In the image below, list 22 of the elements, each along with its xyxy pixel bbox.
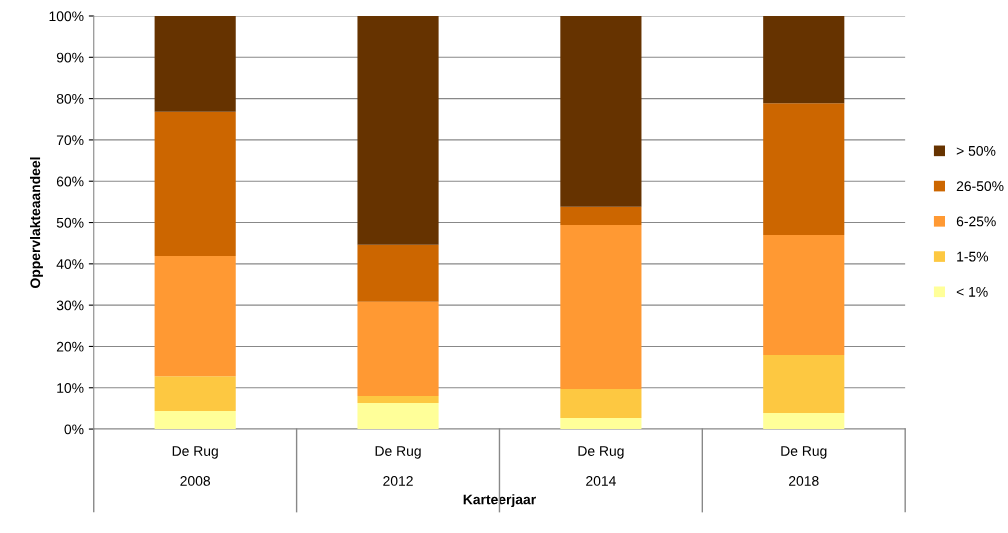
y-tick-label: 60% (56, 176, 84, 187)
category-label: De Rug 2018 (781, 446, 827, 486)
legend-label: 26-50% (956, 181, 1004, 192)
y-tick-label: 20% (56, 341, 84, 352)
legend-label: 1-5% (957, 251, 989, 262)
y-tick-label: 0% (64, 424, 84, 435)
category-label: De Rug 2008 (172, 446, 218, 486)
y-tick-label: 90% (56, 52, 84, 63)
legend-label: < 1% (956, 287, 988, 297)
y-tick-label: 30% (56, 300, 84, 311)
y-tick-label: 100% (49, 11, 84, 22)
y-tick-label: 50% (56, 217, 84, 228)
legend-label: 6-25% (956, 216, 996, 227)
category-label: De Rug 2014 (578, 446, 624, 486)
x-axis-title: Karteerjaar (463, 494, 536, 508)
y-tick-label: 10% (57, 383, 84, 393)
legend-label: > 50% (956, 145, 996, 156)
y-tick-label: 40% (56, 259, 84, 269)
category-label: De Rug 2012 (375, 446, 421, 486)
y-tick-label: 70% (56, 135, 84, 146)
y-axis-title: Oppervlakteaandeel (30, 157, 43, 288)
y-tick-label: 80% (56, 93, 84, 104)
